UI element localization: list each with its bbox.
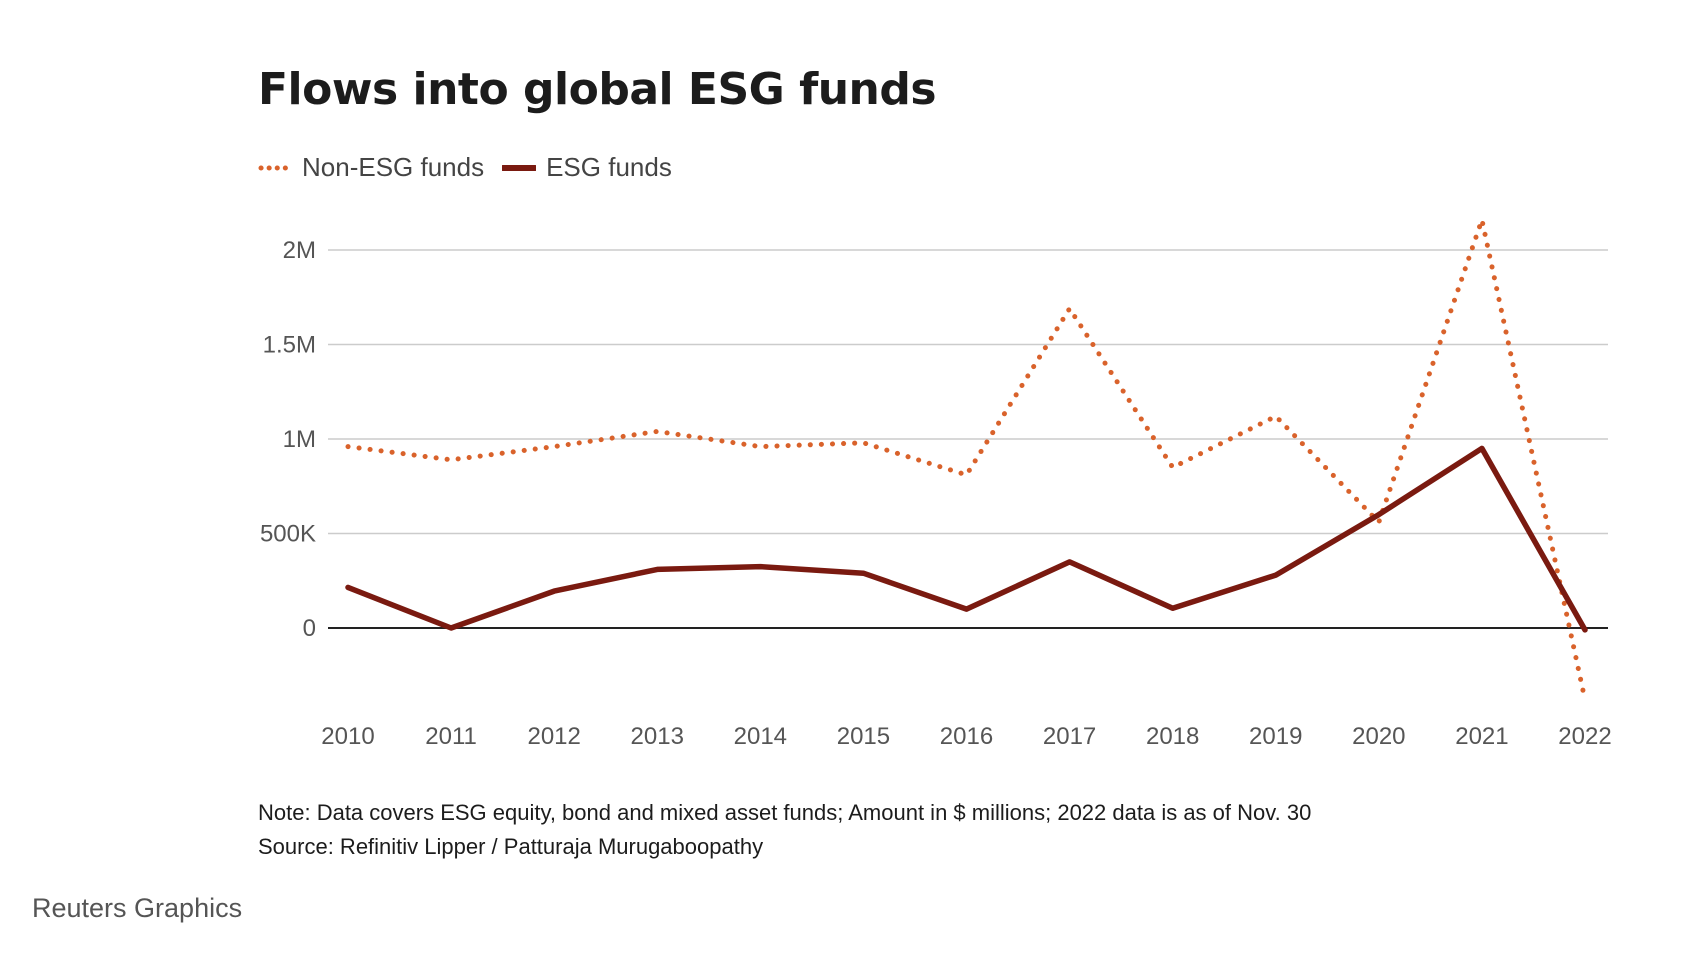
x-tick-label: 2020 (1352, 723, 1405, 750)
y-tick-label: 500K (260, 521, 316, 548)
x-tick-label: 2015 (837, 723, 890, 750)
x-tick-label: 2021 (1455, 723, 1508, 750)
x-tick-label: 2017 (1043, 723, 1096, 750)
legend-item-non-esg: Non-ESG funds (258, 152, 484, 183)
series-line-non-esg-funds (345, 217, 1588, 703)
x-tick-label: 2014 (734, 723, 787, 750)
note-text: Note: Data covers ESG equity, bond and m… (258, 800, 1312, 825)
x-tick-label: 2022 (1558, 723, 1611, 750)
source-text: Source: Refinitiv Lipper / Patturaja Mur… (258, 834, 764, 859)
y-tick-label: 0 (303, 615, 316, 642)
chart-title: Flows into global ESG funds (258, 64, 937, 115)
x-tick-label: 2019 (1249, 723, 1302, 750)
x-tick-label: 2018 (1146, 723, 1199, 750)
x-tick-label: 2011 (425, 723, 477, 750)
x-tick-label: 2010 (321, 723, 374, 750)
x-tick-label: 2016 (940, 723, 993, 750)
x-tick-label: 2012 (527, 723, 580, 750)
line-chart: 0 500K 1M 1.5M 2M 2010 2011 2012 2013 2014 2015 201… (260, 217, 1612, 750)
y-tick-label: 1M (283, 426, 316, 453)
series-line-esg-funds (345, 445, 1588, 633)
legend-label-esg: ESG funds (546, 152, 672, 182)
legend-label-non-esg: Non-ESG funds (302, 152, 485, 182)
credit-text: Reuters Graphics (32, 893, 243, 923)
y-tick-label: 1.5M (263, 332, 316, 359)
chart-notes: Note: Data covers ESG equity, bond and m… (258, 796, 1311, 864)
legend-swatch-non-esg (258, 165, 292, 170)
legend-item-esg: ESG funds (502, 152, 672, 183)
x-tick-label: 2013 (631, 723, 684, 750)
legend-swatch-esg (502, 164, 537, 171)
chart-legend: Non-ESG funds ESG funds (258, 152, 690, 183)
y-tick-label: 2M (283, 237, 316, 264)
